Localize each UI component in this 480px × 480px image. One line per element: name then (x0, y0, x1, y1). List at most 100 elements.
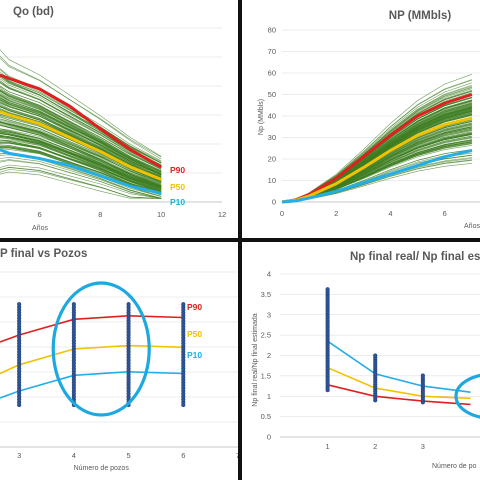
x-tick-label: 4 (388, 209, 392, 218)
y-tick-label: 70 (268, 47, 276, 56)
chart-title: Np final real/ Np final estim (350, 251, 480, 263)
y-tick-label: 2 (267, 351, 271, 360)
series-line-p10 (327, 340, 471, 393)
series-line-p10 (0, 148, 162, 195)
data-point (373, 353, 378, 358)
qo-chart-panel: Qo (bd) 6 8 10 12 Años P90 P50 P10 (0, 0, 238, 238)
qo-chart: Qo (bd) 6 8 10 12 Años P90 P50 P10 (0, 6, 226, 232)
y-tick-label: 0 (272, 198, 276, 207)
simulation-curve (0, 73, 162, 164)
series-label-p10: P10 (187, 350, 202, 360)
x-tick-label: 12 (218, 210, 226, 219)
y-tick-label: 3.5 (261, 290, 271, 299)
simulation-curve (0, 93, 162, 171)
data-point (181, 302, 186, 307)
series-line-p50 (0, 110, 162, 181)
y-tick-label: 1.5 (261, 371, 271, 380)
simulation-curve (0, 156, 162, 199)
simulation-curve (0, 171, 162, 199)
y-tick-label: 1 (267, 392, 271, 401)
highlight-circle (454, 373, 480, 419)
np-chart: 0 10 20 30 40 50 60 70 80 NP (MMbls) 0 2 4 6 Años Np (M… (258, 10, 480, 230)
simulation-curve (0, 101, 162, 176)
simulation-curve (0, 164, 162, 199)
series-line-p50 (327, 366, 471, 400)
y-tick-label: 2.5 (261, 331, 271, 340)
x-tick-label: 8 (98, 210, 102, 219)
simulation-curve (0, 169, 162, 199)
y-tick-label: 50 (268, 90, 276, 99)
data-point (325, 287, 330, 292)
y-tick-label: 30 (268, 133, 276, 142)
p-final-vs-pozos-chart: P final vs Pozos 3 4 5 6 7 Número de pozos P90 P… (0, 248, 238, 472)
simulation-curve (0, 132, 162, 188)
x-tick-label: 5 (126, 451, 130, 460)
p-final-vs-pozos-panel: P final vs Pozos 3 4 5 6 7 Número de pozos P90 P… (0, 242, 238, 480)
y-axis-title: Np final real/Np final estimada (252, 313, 259, 406)
y-tick-label: 20 (268, 155, 276, 164)
x-tick-label: 2 (373, 442, 377, 451)
simulation-curve (0, 55, 162, 160)
series-label-p50: P50 (170, 182, 185, 192)
x-axis-title: Años (32, 225, 48, 232)
simulation-curve (0, 121, 162, 183)
simulation-curve (0, 92, 162, 175)
series-line-p90 (0, 314, 184, 343)
simulation-curve (0, 159, 162, 199)
y-tick-label: 80 (268, 26, 276, 35)
x-tick-label: 3 (17, 451, 21, 460)
series-line-p10 (281, 148, 473, 204)
np-chart-panel: 0 10 20 30 40 50 60 70 80 NP (MMbls) 0 2 4 6 Años Np (M… (242, 0, 480, 238)
chart-title: P final vs Pozos (0, 248, 87, 260)
simulation-curve (0, 99, 162, 173)
simulation-curve (0, 141, 162, 192)
x-tick-label: 6 (443, 209, 447, 218)
y-tick-label: 60 (268, 69, 276, 78)
series-label-p10: P10 (170, 197, 185, 207)
data-point (420, 373, 425, 378)
y-axis-title: Np (MMbls) (258, 99, 265, 135)
x-tick-label: 0 (280, 209, 284, 218)
series-label-p90: P90 (187, 302, 202, 312)
simulation-curve (0, 139, 162, 194)
series-label-p90: P90 (170, 165, 185, 175)
y-tick-label: 40 (268, 112, 276, 121)
x-tick-label: 10 (157, 210, 165, 219)
simulation-curve (0, 122, 162, 187)
x-axis-title: Número de po (432, 463, 476, 470)
data-point (71, 302, 76, 307)
x-tick-label: 7 (236, 451, 238, 460)
np-ratio-panel: 0 0.5 1 1.5 2 2.5 3 3.5 4 Np final real/ Np final… (242, 242, 480, 480)
x-axis-title: Años (464, 223, 480, 230)
simulation-curve (0, 87, 162, 173)
x-tick-label: 6 (181, 451, 185, 460)
y-tick-label: 0 (267, 433, 271, 442)
y-tick-label: 0.5 (261, 412, 271, 421)
x-tick-label: 6 (37, 210, 41, 219)
simulation-curve (0, 96, 162, 172)
simulation-curve (0, 97, 162, 173)
series-line-p50 (0, 344, 184, 375)
simulation-curve (0, 116, 162, 185)
highlight-circle (51, 281, 151, 417)
x-tick-label: 3 (421, 442, 425, 451)
simulation-curve (0, 49, 162, 157)
y-tick-label: 4 (267, 270, 271, 279)
series-line-p90 (327, 384, 471, 406)
simulation-curve (0, 131, 162, 191)
x-tick-label: 4 (72, 451, 76, 460)
np-ratio-chart: 0 0.5 1 1.5 2 2.5 3 3.5 4 Np final real/ Np final… (252, 251, 480, 470)
chart-title: Qo (bd) (13, 6, 54, 18)
simulation-curve (0, 105, 162, 176)
y-tick-label: 10 (268, 176, 276, 185)
simulation-curve (0, 85, 162, 169)
series-line-p10 (0, 370, 184, 399)
series-label-p50: P50 (187, 329, 202, 339)
x-axis-title: Número de pozos (74, 465, 130, 472)
data-point (17, 302, 22, 307)
simulation-curve (0, 94, 162, 176)
chart-title: NP (MMbls) (389, 10, 452, 22)
x-tick-label: 2 (334, 209, 338, 218)
simulation-curve (0, 80, 162, 170)
simulation-curve (0, 88, 162, 170)
